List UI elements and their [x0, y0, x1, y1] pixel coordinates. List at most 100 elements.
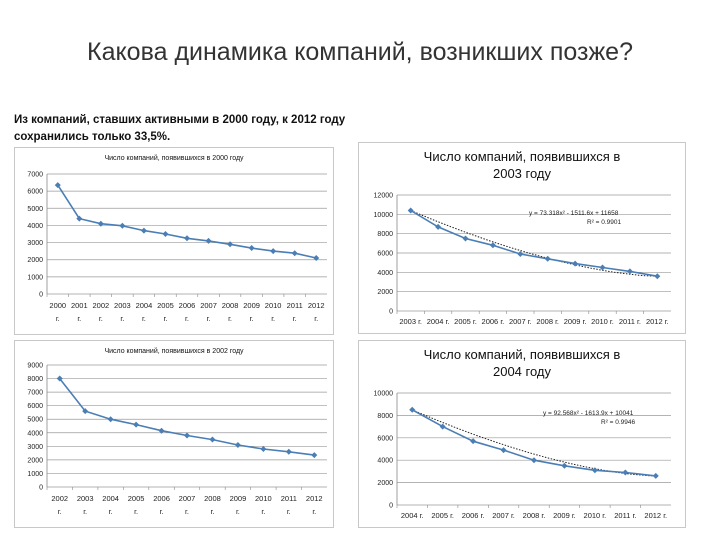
data-point — [622, 469, 629, 476]
data-point — [82, 408, 89, 415]
x-tick-label: 2008 г. — [536, 317, 559, 326]
data-point — [654, 273, 661, 280]
x-tick-label: 2009 г. — [564, 317, 587, 326]
y-tick-label: 3000 — [27, 240, 43, 247]
x-tick-label: 2011 г. — [614, 511, 636, 520]
data-point — [462, 235, 469, 242]
x-tick-label: 2005 г. — [431, 511, 454, 520]
y-tick-label: 10000 — [374, 212, 394, 219]
x-tick-label: 2009 — [230, 494, 247, 503]
slide-title: Какова динамика компаний, возникших позж… — [87, 38, 633, 66]
x-tick-label: 2006 — [179, 301, 196, 310]
data-point — [561, 462, 568, 469]
x-tick-label: 2006 г. — [462, 511, 485, 520]
data-point — [227, 241, 234, 248]
y-tick-label: 5000 — [27, 206, 43, 213]
chart-2002: Число компаний, появившихся в 2002 году 0… — [14, 340, 334, 528]
y-tick-label: 0 — [39, 292, 43, 299]
x-tick-label: 2006 г. — [482, 317, 505, 326]
x-tick-label: 2004 г. — [427, 317, 450, 326]
x-tick-label: 2000 — [49, 301, 66, 310]
data-point — [599, 264, 606, 271]
y-tick-label: 8000 — [377, 231, 393, 238]
x-tick-label: 2003 — [114, 301, 131, 310]
data-point — [76, 215, 83, 222]
x-tick-label: 2003 г. — [399, 317, 422, 326]
data-point — [470, 438, 477, 445]
x-tick-label-suffix: г. — [99, 314, 103, 323]
data-point — [572, 260, 579, 267]
y-tick-label: 6000 — [377, 435, 393, 442]
x-tick-label: 2004 г. — [401, 511, 424, 520]
x-tick-label: 2006 — [153, 494, 170, 503]
x-tick-label-suffix: г. — [207, 314, 211, 323]
x-tick-label: 2007 — [179, 494, 196, 503]
y-tick-label: 4000 — [377, 270, 393, 277]
intro-text: Из компаний, ставших активными в 2000 го… — [14, 114, 346, 143]
x-tick-label-suffix: г. — [185, 507, 189, 516]
x-tick-label: 2010 г. — [591, 317, 614, 326]
x-tick-label: 2007 г. — [509, 317, 532, 326]
data-point — [248, 245, 255, 252]
x-tick-label-suffix: г. — [312, 507, 316, 516]
data-point — [234, 441, 241, 448]
data-point — [54, 182, 61, 189]
x-tick-label-suffix: г. — [261, 507, 265, 516]
chart-2000-svg: Число компаний, появившихся в 2000 году 0… — [27, 154, 327, 323]
x-tick-label: 2011 г. — [619, 317, 641, 326]
data-point — [500, 447, 507, 454]
x-tick-label-suffix: г. — [109, 507, 113, 516]
trendline-equation: y = 73.318x² - 1511.6x + 11658 — [529, 210, 619, 217]
x-tick-label-suffix: г. — [228, 314, 232, 323]
chart-title-line1: Число компаний, появившихся в — [424, 347, 621, 362]
x-tick-label-suffix: г. — [83, 507, 87, 516]
x-tick-label-suffix: г. — [250, 314, 254, 323]
y-tick-label: 6000 — [377, 251, 393, 258]
data-point — [439, 423, 446, 430]
data-point — [260, 446, 267, 453]
y-tick-label: 6000 — [27, 189, 43, 196]
x-tick-label-suffix: г. — [77, 314, 81, 323]
chart-title: Число компаний, появившихся в 2002 году — [104, 347, 244, 355]
x-tick-label: 2007 — [200, 301, 217, 310]
y-tick-label: 2000 — [27, 257, 43, 264]
y-tick-label: 2000 — [377, 480, 393, 487]
x-tick-label: 2004 — [102, 494, 119, 503]
data-point — [285, 448, 292, 455]
chart-title: Число компаний, появившихся в 2000 году — [104, 154, 244, 162]
y-tick-label: 3000 — [27, 444, 43, 451]
x-tick-label-suffix: г. — [287, 507, 291, 516]
x-tick-label: 2009 — [243, 301, 260, 310]
data-point — [409, 406, 416, 413]
y-tick-label: 9000 — [27, 363, 43, 370]
data-point — [184, 235, 190, 242]
x-tick-label: 2002 — [93, 301, 110, 310]
data-point — [162, 231, 169, 237]
y-tick-label: 7000 — [27, 172, 43, 179]
trendline-r2: R² = 0.9901 — [587, 219, 622, 226]
x-tick-label: 2004 — [136, 301, 153, 310]
x-tick-label-suffix: г. — [236, 507, 240, 516]
data-point — [158, 427, 165, 434]
data-point — [133, 421, 140, 428]
data-point — [313, 255, 320, 261]
data-point — [591, 467, 598, 474]
chart-title-line1: Число компаний, появившихся в — [424, 149, 621, 164]
x-tick-label: 2009 г. — [553, 511, 576, 520]
y-tick-label: 2000 — [27, 457, 43, 464]
x-tick-label: 2010 — [265, 301, 282, 310]
data-point — [407, 207, 414, 214]
x-tick-label: 2011 — [281, 494, 297, 503]
x-tick-label-suffix: г. — [160, 507, 164, 516]
y-tick-label: 0 — [39, 485, 43, 492]
x-tick-label: 2012 г. — [646, 317, 669, 326]
data-point — [517, 250, 524, 257]
x-tick-label-suffix: г. — [314, 314, 318, 323]
chart-title-line2: 2004 году — [493, 364, 552, 379]
y-tick-label: 2000 — [377, 289, 393, 296]
trendline — [412, 409, 656, 477]
chart-2000: Число компаний, появившихся в 2000 году 0… — [14, 147, 334, 335]
data-point — [205, 237, 212, 244]
series-line — [59, 378, 315, 456]
